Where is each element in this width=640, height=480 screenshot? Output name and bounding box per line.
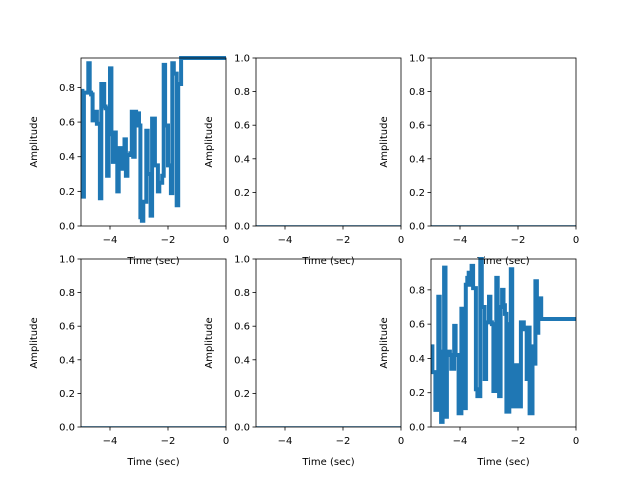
axes-frame — [80, 258, 227, 428]
x-tick-label: −2 — [511, 235, 526, 246]
subplot-2: −4 −2 0 0.0 0.2 0.4 0.6 0.8 1.0 Time (sec) Amplitu… — [204, 54, 404, 268]
x-tick-label: −4 — [453, 436, 468, 447]
y-tick-label: 0.8 — [234, 288, 250, 299]
y-tick-label: 0.6 — [59, 322, 75, 333]
x-tick-label: −2 — [161, 235, 176, 246]
y-tick-label: 0.4 — [59, 152, 75, 163]
y-tick-label: 0.6 — [234, 322, 250, 333]
y-tick-label: 0.4 — [234, 355, 250, 366]
x-tick-label: −2 — [336, 436, 351, 447]
x-tick-label: −4 — [278, 235, 293, 246]
x-tick-label: −2 — [511, 436, 526, 447]
y-tick-label: 0.0 — [234, 222, 250, 233]
x-tick-label: −2 — [336, 235, 351, 246]
y-tick-label: 0.8 — [409, 285, 425, 296]
x-axis-label: Time (sec) — [476, 256, 529, 267]
axes-frame — [430, 258, 577, 428]
x-axis-label: Time (sec) — [126, 256, 179, 267]
x-tick-label: 0 — [398, 436, 404, 447]
y-axis-label: Amplitude — [379, 116, 390, 167]
x-tick-label: −2 — [161, 436, 176, 447]
y-tick-label: 0.2 — [59, 187, 75, 198]
y-tick-label: 0.6 — [409, 320, 425, 331]
y-tick-label: 0.2 — [234, 188, 250, 199]
y-tick-label: 0.8 — [59, 288, 75, 299]
subplot-4: −4 −2 0 0.0 0.2 0.4 0.6 0.8 1.0 Time (sec) Amplitu… — [29, 255, 229, 469]
x-tick-label: 0 — [223, 436, 229, 447]
y-tick-label: 0.2 — [409, 188, 425, 199]
y-tick-label: 1.0 — [409, 54, 425, 65]
x-axis-label: Time (sec) — [476, 457, 529, 468]
subplot-3: −4 −2 0 0.0 0.2 0.4 0.6 0.8 1.0 Time (sec) Amplitu… — [379, 54, 579, 268]
x-tick-label: −4 — [103, 436, 118, 447]
axes-frame — [255, 258, 402, 428]
y-tick-label: 0.6 — [409, 121, 425, 132]
y-tick-label: 0.2 — [59, 389, 75, 400]
x-axis-label: Time (sec) — [126, 457, 179, 468]
x-tick-label: −4 — [103, 235, 118, 246]
y-tick-label: 0.4 — [409, 154, 425, 165]
y-tick-label: 0.2 — [234, 389, 250, 400]
y-axis-label: Amplitude — [29, 116, 40, 167]
y-tick-label: 0.0 — [409, 222, 425, 233]
subplot-6: −4 −2 0 0.0 0.2 0.4 0.6 0.8 Time (sec) Amplitude — [379, 257, 579, 468]
y-tick-label: 1.0 — [234, 255, 250, 266]
x-tick-label: 0 — [223, 235, 229, 246]
y-tick-label: 0.4 — [234, 154, 250, 165]
x-tick-label: −4 — [453, 235, 468, 246]
y-tick-label: 0.2 — [409, 388, 425, 399]
y-axis-label: Amplitude — [379, 317, 390, 368]
y-tick-label: 0.6 — [59, 118, 75, 129]
y-tick-label: 0.4 — [409, 354, 425, 365]
axes-frame — [255, 57, 402, 227]
axes-frame — [80, 57, 227, 227]
x-axis-label: Time (sec) — [301, 457, 354, 468]
y-tick-label: 1.0 — [59, 255, 75, 266]
x-tick-label: 0 — [573, 235, 579, 246]
y-tick-label: 0.0 — [59, 423, 75, 434]
y-tick-label: 0.0 — [234, 423, 250, 434]
subplot-1: −4 −2 0 0.0 0.2 0.4 0.6 0.8 Time (sec) Amplitude — [29, 56, 229, 267]
y-tick-label: 1.0 — [234, 54, 250, 65]
y-tick-label: 0.0 — [409, 423, 425, 434]
y-axis-label: Amplitude — [204, 317, 215, 368]
series-line-signal — [431, 257, 576, 424]
y-tick-label: 0.0 — [59, 222, 75, 233]
x-tick-label: −4 — [278, 436, 293, 447]
axes-frame — [430, 57, 577, 227]
y-axis-label: Amplitude — [29, 317, 40, 368]
y-tick-label: 0.6 — [234, 121, 250, 132]
y-tick-label: 0.4 — [59, 355, 75, 366]
subplot-5: −4 −2 0 0.0 0.2 0.4 0.6 0.8 1.0 Time (sec) Amplitu… — [204, 255, 404, 469]
y-tick-label: 0.8 — [234, 87, 250, 98]
y-tick-label: 0.8 — [59, 83, 75, 94]
y-tick-label: 0.8 — [409, 87, 425, 98]
y-axis-label: Amplitude — [204, 116, 215, 167]
x-axis-label: Time (sec) — [301, 256, 354, 267]
x-tick-label: 0 — [573, 436, 579, 447]
x-tick-label: 0 — [398, 235, 404, 246]
